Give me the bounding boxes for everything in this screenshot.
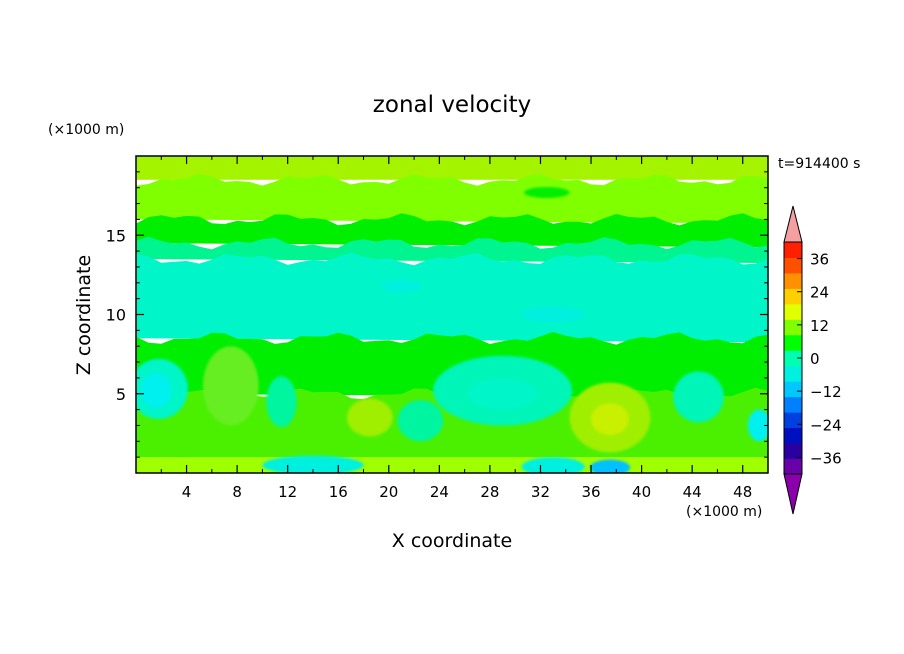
colorbar-segment	[784, 242, 802, 258]
x-tick-label: 36	[581, 483, 600, 501]
x-tick-label: 44	[683, 483, 702, 501]
contour-band	[136, 173, 768, 224]
contour-band	[136, 457, 768, 473]
x-tick-label: 40	[632, 483, 651, 501]
colorbar-segment	[784, 288, 802, 305]
contour-band	[136, 236, 768, 264]
colorbar-under-arrow	[783, 473, 803, 515]
contour-cell	[203, 346, 259, 426]
contour-cell	[673, 371, 724, 423]
colorbar-segment	[784, 350, 802, 367]
y-unit-label: (×1000 m)	[48, 122, 124, 138]
chart-title: zonal velocity	[373, 92, 531, 118]
contour-cell	[141, 373, 172, 408]
x-tick-label: 12	[278, 483, 297, 501]
colorbar-tick-label: −12	[810, 383, 842, 401]
x-tick-label: 16	[329, 483, 348, 501]
colorbar-segment	[784, 365, 802, 382]
contour-band	[136, 332, 768, 398]
colorbar-segment	[784, 272, 802, 289]
colorbar-segment	[784, 319, 802, 336]
contour-cell	[591, 403, 629, 435]
x-tick-label: 48	[733, 483, 752, 501]
colorbar-segment	[784, 334, 802, 351]
colorbar-segment	[784, 427, 802, 444]
contour-cell	[521, 306, 585, 323]
contour-field	[136, 156, 768, 473]
time-label: t=914400 s	[778, 156, 860, 172]
colorbar: 36 24 12 0 −12 −24 −36	[783, 205, 842, 515]
colorbar-segment	[784, 303, 802, 320]
colorbar-segment	[784, 396, 802, 413]
x-tick-label: 24	[430, 483, 449, 501]
contour-band	[136, 156, 768, 180]
colorbar-tick-label: 0	[810, 350, 820, 368]
contour-cell	[266, 376, 297, 428]
colorbar-segment	[784, 381, 802, 398]
colorbar-segment	[784, 443, 802, 460]
colorbar-segment	[784, 257, 802, 274]
y-tick-label: 10	[106, 306, 126, 325]
contour-band	[136, 252, 768, 343]
y-tick-label: 5	[116, 385, 126, 404]
colorbar-segment	[784, 458, 802, 475]
x-axis-label: X coordinate	[392, 530, 512, 552]
colorbar-tick-label: 36	[810, 251, 829, 269]
colorbar-tick-label: 12	[810, 317, 829, 335]
colorbar-tick-label: −36	[810, 449, 842, 467]
y-axis-label: Z coordinate	[73, 255, 95, 375]
contour-cell	[347, 398, 393, 437]
contour-cell	[747, 409, 768, 442]
colorbar-tick-label: 24	[810, 284, 829, 302]
x-tick-label: 4	[182, 483, 192, 501]
y-axis: 5 10 15	[106, 171, 768, 458]
contour-cell	[467, 377, 538, 410]
colorbar-segment	[784, 412, 802, 429]
x-tick-label: 28	[480, 483, 499, 501]
x-tick-label: 20	[379, 483, 398, 501]
colorbar-tick-label: −24	[810, 416, 842, 434]
x-unit-label: (×1000 m)	[686, 504, 762, 520]
x-tick-label: 32	[531, 483, 550, 501]
contour-cell	[524, 187, 570, 198]
contour-cell	[397, 400, 444, 442]
contour-cell	[382, 279, 421, 293]
colorbar-over-arrow	[783, 205, 803, 243]
contour-cell	[589, 459, 631, 473]
x-tick-label: 8	[232, 483, 242, 501]
y-tick-label: 15	[106, 226, 126, 245]
contour-cell	[521, 457, 585, 473]
x-axis: 4 8 12 16 20 24 28 32 36 40 44 48	[160, 156, 752, 501]
